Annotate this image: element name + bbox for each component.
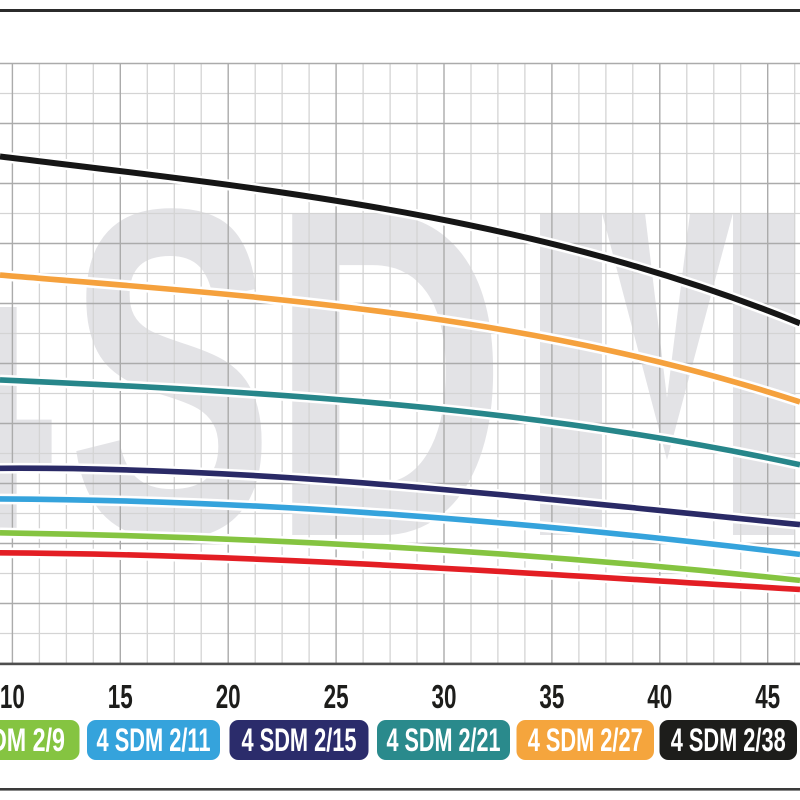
svg-text:35: 35 <box>539 678 564 715</box>
svg-text:4 SDM 2/38: 4 SDM 2/38 <box>671 722 786 758</box>
svg-text:20: 20 <box>216 678 241 715</box>
svg-text:4 SDM 2/15: 4 SDM 2/15 <box>242 722 357 758</box>
svg-text:4: 4 <box>0 111 56 633</box>
svg-text:4 SDM 2/27: 4 SDM 2/27 <box>528 722 643 758</box>
svg-text:S: S <box>67 113 273 636</box>
svg-text:45: 45 <box>755 678 780 715</box>
svg-text:4 SDM 2/21: 4 SDM 2/21 <box>387 722 501 758</box>
svg-text:30: 30 <box>432 678 457 715</box>
svg-text:25: 25 <box>324 678 349 715</box>
svg-text:4 SDM 2/9: 4 SDM 2/9 <box>0 722 65 758</box>
svg-text:40: 40 <box>647 678 672 715</box>
svg-text:15: 15 <box>108 678 133 715</box>
svg-text:10: 10 <box>0 678 25 715</box>
svg-text:4 SDM 2/11: 4 SDM 2/11 <box>97 722 211 758</box>
